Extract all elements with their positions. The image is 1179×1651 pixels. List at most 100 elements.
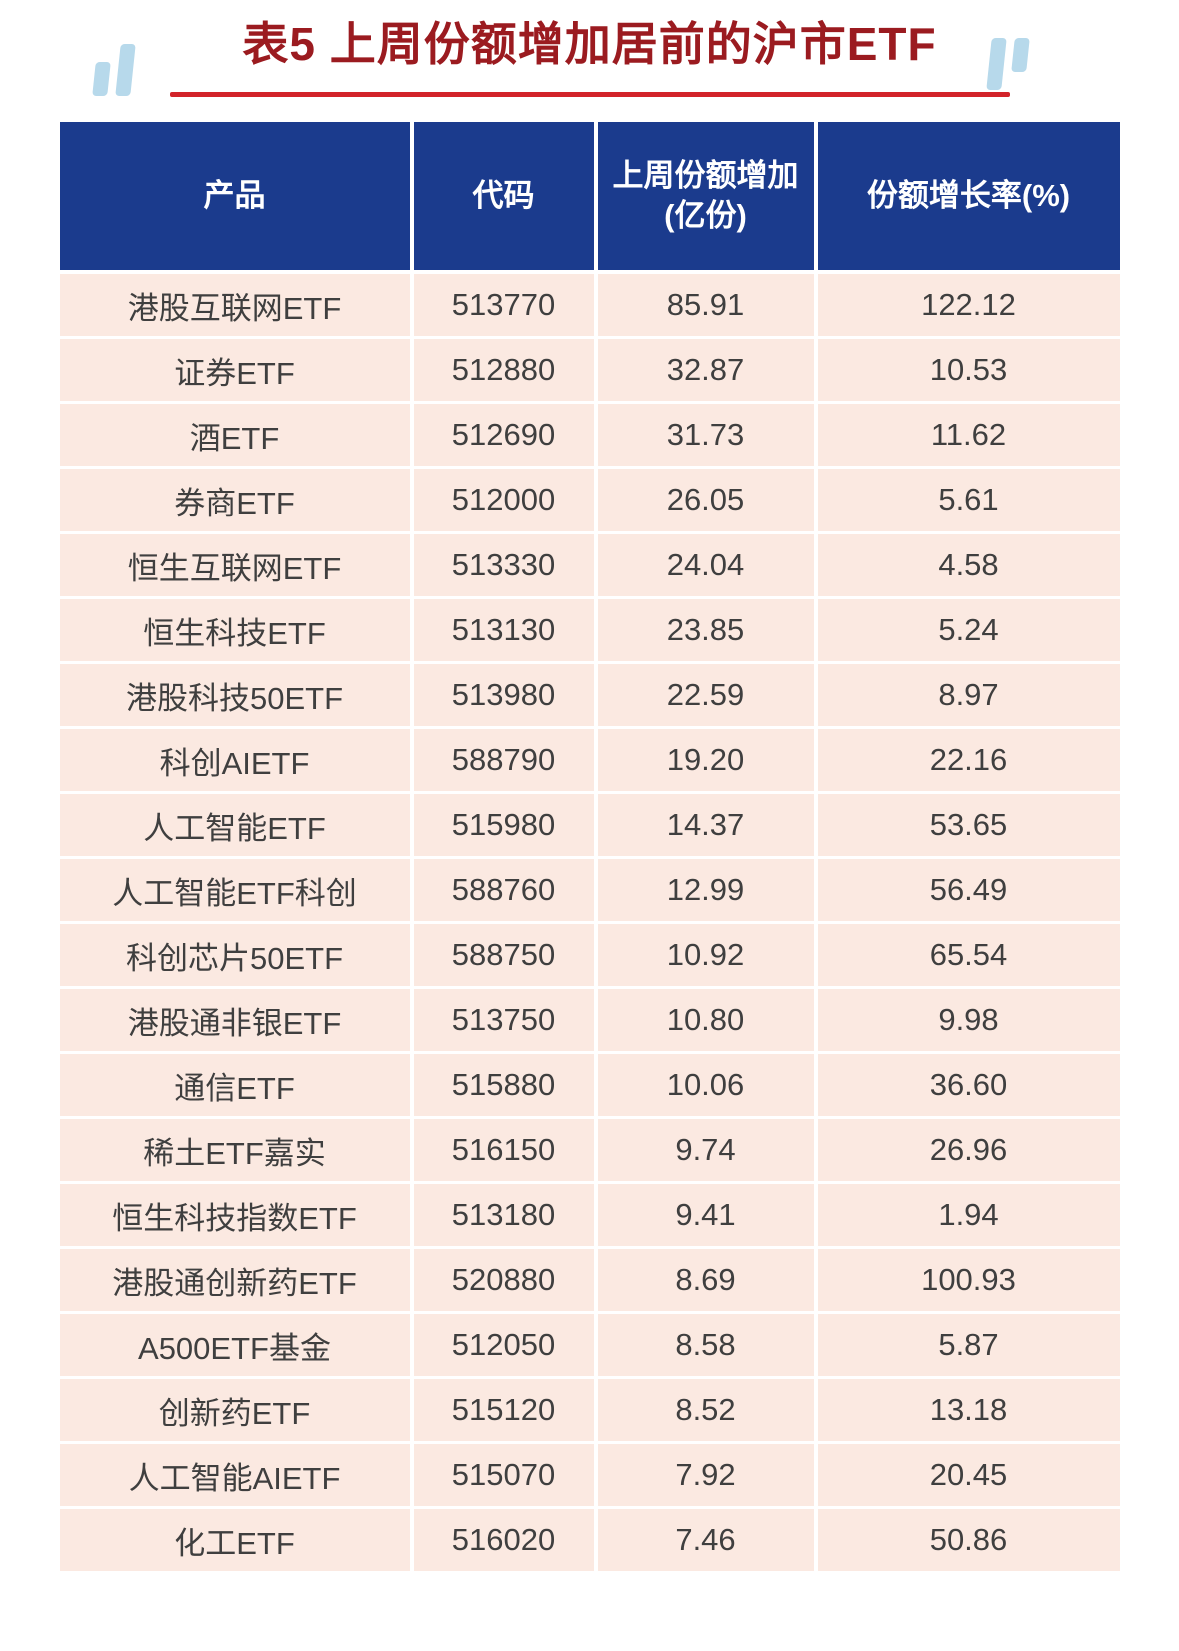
table-row: 恒生互联网ETF 513330 24.04 4.58 — [59, 534, 1120, 596]
table-body: 港股互联网ETF 513770 85.91 122.12 证券ETF 512880 32.8… — [59, 274, 1120, 1571]
code-cell: 513180 — [413, 1184, 594, 1246]
increase-cell: 32.87 — [597, 339, 814, 401]
table-row: 港股互联网ETF 513770 85.91 122.12 — [59, 274, 1120, 336]
table-row: 科创AIETF 588790 19.20 22.16 — [59, 729, 1120, 791]
increase-cell: 22.59 — [597, 664, 814, 726]
table-row: 恒生科技指数ETF 513180 9.41 1.94 — [59, 1184, 1120, 1246]
product-cell: 港股科技50ETF — [59, 664, 410, 726]
product-cell: 人工智能ETF — [59, 794, 410, 856]
code-cell: 513330 — [413, 534, 594, 596]
table-row: 科创芯片50ETF 588750 10.92 65.54 — [59, 924, 1120, 986]
product-cell: 港股互联网ETF — [59, 274, 410, 336]
increase-cell: 85.91 — [597, 274, 814, 336]
code-cell: 588790 — [413, 729, 594, 791]
increase-cell: 12.99 — [597, 859, 814, 921]
growth-rate-cell: 100.93 — [817, 1249, 1120, 1311]
code-cell: 515880 — [413, 1054, 594, 1116]
table-row: A500ETF基金 512050 8.58 5.87 — [59, 1314, 1120, 1376]
product-cell: 恒生互联网ETF — [59, 534, 410, 596]
product-cell: 人工智能AIETF — [59, 1444, 410, 1506]
table-row: 创新药ETF 515120 8.52 13.18 — [59, 1379, 1120, 1441]
table-row: 证券ETF 512880 32.87 10.53 — [59, 339, 1120, 401]
table-row: 港股通创新药ETF 520880 8.69 100.93 — [59, 1249, 1120, 1311]
product-cell: 创新药ETF — [59, 1379, 410, 1441]
growth-rate-cell: 36.60 — [817, 1054, 1120, 1116]
growth-rate-cell: 122.12 — [817, 274, 1120, 336]
table-row: 人工智能ETF科创 588760 12.99 56.49 — [59, 859, 1120, 921]
decor-quote-left-icon — [92, 44, 136, 96]
increase-cell: 10.06 — [597, 1054, 814, 1116]
growth-rate-cell: 4.58 — [817, 534, 1120, 596]
increase-cell: 9.41 — [597, 1184, 814, 1246]
code-cell: 588760 — [413, 859, 594, 921]
title-underline — [169, 92, 1010, 97]
code-cell: 513770 — [413, 274, 594, 336]
growth-rate-cell: 9.98 — [817, 989, 1120, 1051]
growth-rate-cell: 53.65 — [817, 794, 1120, 856]
increase-cell: 10.80 — [597, 989, 814, 1051]
growth-rate-cell: 20.45 — [817, 1444, 1120, 1506]
title-area: 表5 上周份额增加居前的沪市ETF — [0, 0, 1179, 118]
increase-cell: 31.73 — [597, 404, 814, 466]
code-cell: 516150 — [413, 1119, 594, 1181]
decor-quote-right-icon — [986, 38, 1030, 90]
increase-cell: 24.04 — [597, 534, 814, 596]
table-row: 通信ETF 515880 10.06 36.60 — [59, 1054, 1120, 1116]
growth-rate-cell: 22.16 — [817, 729, 1120, 791]
table-header-row: 产品 代码 上周份额增加 (亿份) 份额增长率(%) — [59, 122, 1120, 270]
growth-rate-cell: 11.62 — [817, 404, 1120, 466]
table-row: 恒生科技ETF 513130 23.85 5.24 — [59, 599, 1120, 661]
growth-rate-cell: 5.87 — [817, 1314, 1120, 1376]
increase-cell: 7.92 — [597, 1444, 814, 1506]
growth-rate-cell: 50.86 — [817, 1509, 1120, 1571]
product-cell: 人工智能ETF科创 — [59, 859, 410, 921]
code-cell: 515120 — [413, 1379, 594, 1441]
increase-cell: 14.37 — [597, 794, 814, 856]
increase-cell: 9.74 — [597, 1119, 814, 1181]
increase-cell: 7.46 — [597, 1509, 814, 1571]
product-cell: 证券ETF — [59, 339, 410, 401]
growth-rate-cell: 1.94 — [817, 1184, 1120, 1246]
table-row: 人工智能ETF 515980 14.37 53.65 — [59, 794, 1120, 856]
growth-rate-cell: 5.24 — [817, 599, 1120, 661]
increase-cell: 8.69 — [597, 1249, 814, 1311]
product-cell: 港股通创新药ETF — [59, 1249, 410, 1311]
col-header-code: 代码 — [413, 122, 594, 270]
table-row: 稀土ETF嘉实 516150 9.74 26.96 — [59, 1119, 1120, 1181]
code-cell: 515980 — [413, 794, 594, 856]
growth-rate-cell: 5.61 — [817, 469, 1120, 531]
increase-cell: 26.05 — [597, 469, 814, 531]
product-cell: 通信ETF — [59, 1054, 410, 1116]
growth-rate-cell: 56.49 — [817, 859, 1120, 921]
product-cell: 港股通非银ETF — [59, 989, 410, 1051]
product-cell: 券商ETF — [59, 469, 410, 531]
code-cell: 516020 — [413, 1509, 594, 1571]
table-row: 券商ETF 512000 26.05 5.61 — [59, 469, 1120, 531]
increase-cell: 19.20 — [597, 729, 814, 791]
increase-cell: 23.85 — [597, 599, 814, 661]
growth-rate-cell: 8.97 — [817, 664, 1120, 726]
product-cell: 稀土ETF嘉实 — [59, 1119, 410, 1181]
increase-cell: 8.52 — [597, 1379, 814, 1441]
table-row: 港股通非银ETF 513750 10.80 9.98 — [59, 989, 1120, 1051]
growth-rate-cell: 10.53 — [817, 339, 1120, 401]
col-header-growth-rate: 份额增长率(%) — [817, 122, 1120, 270]
code-cell: 512880 — [413, 339, 594, 401]
product-cell: A500ETF基金 — [59, 1314, 410, 1376]
growth-rate-cell: 13.18 — [817, 1379, 1120, 1441]
table-row: 港股科技50ETF 513980 22.59 8.97 — [59, 664, 1120, 726]
col-header-share-increase: 上周份额增加 (亿份) — [597, 122, 814, 270]
code-cell: 520880 — [413, 1249, 594, 1311]
code-cell: 513980 — [413, 664, 594, 726]
code-cell: 513750 — [413, 989, 594, 1051]
code-cell: 588750 — [413, 924, 594, 986]
code-cell: 512690 — [413, 404, 594, 466]
col-header-product: 产品 — [59, 122, 410, 270]
product-cell: 科创AIETF — [59, 729, 410, 791]
increase-cell: 8.58 — [597, 1314, 814, 1376]
table-row: 人工智能AIETF 515070 7.92 20.45 — [59, 1444, 1120, 1506]
etf-table: 产品 代码 上周份额增加 (亿份) 份额增长率(%) 港股互联网ETF 51377… — [59, 122, 1120, 1571]
product-cell: 酒ETF — [59, 404, 410, 466]
table-row: 化工ETF 516020 7.46 50.86 — [59, 1509, 1120, 1571]
